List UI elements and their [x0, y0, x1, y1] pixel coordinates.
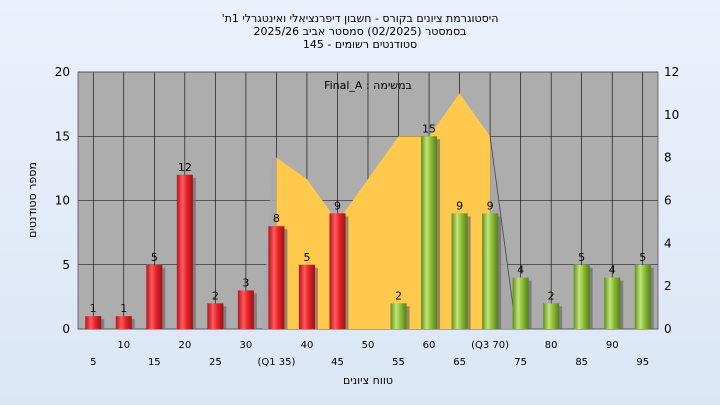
left-tick-label: 0: [62, 322, 70, 336]
bar-value-label: 2: [395, 289, 402, 302]
chart-title: 'היסטוגרמת ציונים בקורס - חשבון דיפרנציא…: [222, 12, 499, 51]
x-tick-label: 90: [606, 340, 619, 351]
bar: [451, 213, 468, 329]
x-tick-label: (Q1 35): [257, 357, 295, 368]
x-tick-label: 25: [209, 357, 222, 368]
title-line-1: 'היסטוגרמת ציונים בקורס - חשבון דיפרנציא…: [222, 12, 499, 25]
right-tick-label: 10: [664, 108, 679, 122]
bar-value-label: 5: [151, 251, 158, 264]
bar: [421, 136, 438, 329]
bar-value-label: 2: [212, 289, 219, 302]
bar-value-label: 9: [334, 199, 341, 212]
bar-value-label: 8: [273, 212, 280, 225]
x-tick-label: 80: [545, 340, 558, 351]
x-tick-label: 95: [636, 357, 649, 368]
bar-value-label: 5: [303, 251, 310, 264]
y-axis-title: מספר סטודנטים: [26, 162, 39, 238]
bar: [115, 316, 132, 329]
x-tick-label: 65: [453, 357, 466, 368]
x-tick-label: (Q3 70): [471, 340, 509, 351]
bar-value-label: 9: [456, 199, 463, 212]
bar: [604, 277, 621, 329]
left-tick-label: 10: [55, 194, 70, 208]
x-tick-label: 5: [90, 357, 96, 368]
bar-value-label: 1: [120, 302, 127, 315]
area-tail-line: [489, 136, 517, 330]
bar-value-label: 5: [639, 251, 646, 264]
x-tick-label: 50: [362, 340, 375, 351]
bar: [237, 290, 254, 329]
right-axis-ticks: 0 2 4 6 8 10 12: [664, 65, 679, 336]
task-annotation: Final_A : במשימה: [324, 79, 412, 92]
left-tick-label: 15: [55, 129, 70, 143]
right-tick-label: 0: [664, 322, 672, 336]
x-tick-label: 15: [148, 357, 161, 368]
bar: [146, 264, 163, 329]
x-tick-label: 40: [301, 340, 314, 351]
bar: [85, 316, 102, 329]
bar: [176, 174, 193, 329]
x-tick-label: 85: [575, 357, 588, 368]
right-tick-label: 2: [664, 279, 672, 293]
x-axis-title: טווח ציונים: [343, 374, 393, 387]
bar: [390, 303, 407, 329]
bar-value-label: 5: [578, 251, 585, 264]
left-tick-label: 5: [62, 258, 70, 272]
bar: [329, 213, 346, 329]
x-axis-ticks: 5 10 15 20 25 30 (Q1 35) 40 45 50 55 60 65 (Q3 70) 75 8…: [90, 340, 649, 368]
bar: [573, 264, 590, 329]
bar-value-label: 12: [178, 161, 192, 174]
left-tick-label: 20: [55, 65, 70, 79]
right-tick-label: 8: [664, 151, 672, 165]
bar: [207, 303, 224, 329]
title-line-2: בסמסטר (02/2025) סמסטר אביב 2025/26: [253, 25, 466, 38]
bar: [512, 277, 529, 329]
x-tick-label: 10: [117, 340, 130, 351]
left-axis-ticks: 0 5 10 15 20: [55, 65, 70, 336]
right-tick-label: 6: [664, 194, 672, 208]
bar-value-label: 4: [517, 264, 524, 277]
bar-value-label: 1: [90, 302, 97, 315]
bar-value-label: 15: [422, 122, 436, 135]
right-tick-label: 12: [664, 65, 679, 79]
x-tick-label: 30: [240, 340, 253, 351]
bar: [298, 264, 315, 329]
x-tick-label: 55: [392, 357, 405, 368]
bar: [482, 213, 499, 329]
x-tick-label: 20: [178, 340, 191, 351]
bar-value-label: 4: [609, 264, 616, 277]
x-tick-label: 75: [514, 357, 527, 368]
right-tick-label: 4: [664, 236, 672, 250]
title-line-3: סטודנטים רשומים - 145: [303, 38, 417, 51]
bar-value-label: 2: [548, 289, 555, 302]
bar: [634, 264, 651, 329]
x-tick-label: 60: [423, 340, 436, 351]
bar: [543, 303, 560, 329]
bars: [85, 136, 654, 329]
bar-value-label: 9: [487, 199, 494, 212]
bar-value-label: 3: [242, 276, 249, 289]
x-tick-label: 45: [331, 357, 344, 368]
bar: [268, 226, 285, 329]
